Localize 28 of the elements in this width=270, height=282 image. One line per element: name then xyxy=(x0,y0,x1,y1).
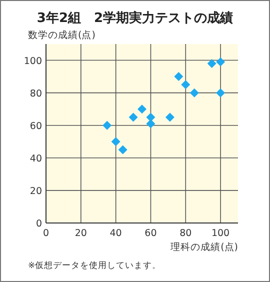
x-tick-label: 100 xyxy=(211,228,230,239)
point xyxy=(174,72,184,82)
x-tick-label: 20 xyxy=(74,228,87,239)
text: ※仮想データを使用しています。 xyxy=(28,260,162,271)
chart-title: 3年2組 2学期実力テストの成績 xyxy=(36,10,234,26)
point xyxy=(118,145,128,154)
point xyxy=(216,57,226,66)
x-axis-title: 理科の成績(点) xyxy=(170,241,238,253)
point xyxy=(190,88,199,98)
point xyxy=(138,104,146,114)
point xyxy=(216,88,226,98)
y-tick-label: 20 xyxy=(30,186,42,197)
point xyxy=(111,137,120,146)
y-tick-label: 0 xyxy=(36,218,42,230)
x-tick-label: 60 xyxy=(144,228,157,239)
y-tick-label: 80 xyxy=(30,88,42,100)
x-tick-label: 0 xyxy=(42,228,50,239)
x-tick-label: 80 xyxy=(180,228,192,239)
point xyxy=(207,59,216,68)
point xyxy=(128,112,138,122)
y-tick-label: 40 xyxy=(30,153,42,164)
x-tick-label: 40 xyxy=(110,228,122,239)
point xyxy=(102,120,112,130)
point xyxy=(165,112,174,122)
y-tick-label: 60 xyxy=(30,120,42,132)
y-axis-title: 数学の成績(点) xyxy=(28,29,96,41)
y-tick-label: 100 xyxy=(24,56,42,67)
point xyxy=(181,80,190,90)
